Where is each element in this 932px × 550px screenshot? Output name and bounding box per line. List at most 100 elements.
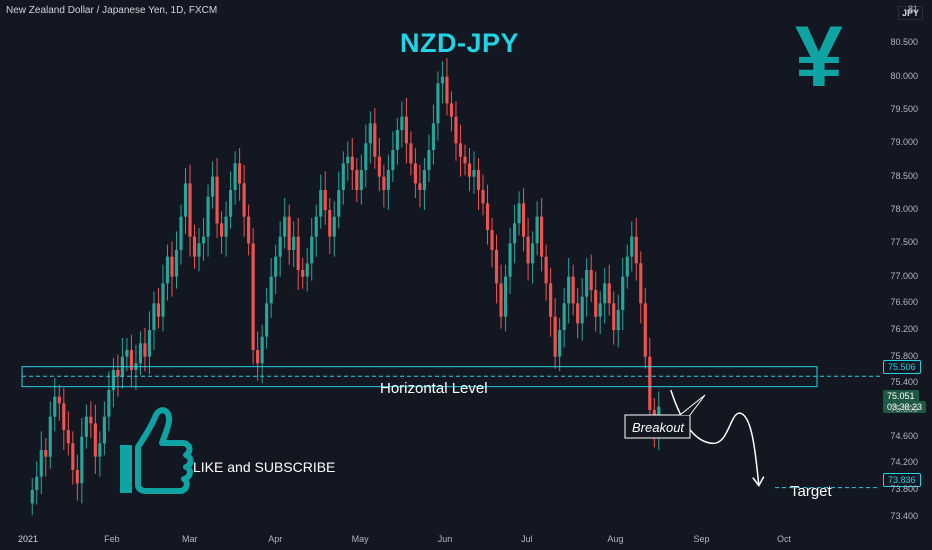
- x-tick-label: 2021: [18, 534, 39, 544]
- candle-body: [48, 416, 52, 457]
- candle-body: [260, 336, 264, 364]
- candle-body: [449, 103, 454, 117]
- candle-body: [305, 263, 309, 277]
- x-tick-label: Jul: [521, 534, 533, 544]
- candle-body: [391, 150, 395, 170]
- y-tick-label: 80.000: [890, 70, 918, 81]
- candle-body: [39, 450, 43, 477]
- level-price-box: 75.506: [883, 360, 921, 374]
- candle-body: [508, 243, 512, 277]
- candle-body: [269, 276, 273, 304]
- y-tick-label: 75.000: [890, 404, 918, 414]
- candle-body: [238, 163, 242, 184]
- candle-body: [481, 190, 485, 204]
- candle-body: [377, 156, 381, 177]
- candle-body: [436, 83, 440, 124]
- thumbs-up-icon: [120, 407, 194, 494]
- candle-body: [292, 236, 296, 250]
- candle-body: [643, 303, 647, 357]
- candle-body: [580, 296, 584, 324]
- candle-body: [233, 163, 237, 190]
- candle-body: [359, 170, 363, 190]
- breakout-label: Breakout: [632, 420, 685, 435]
- y-tick-label: 73.400: [890, 510, 918, 521]
- candle-body: [98, 443, 102, 457]
- candle-body: [544, 256, 548, 284]
- candle-body: [323, 190, 327, 210]
- y-tick-label: 75.800: [890, 350, 918, 361]
- candle-body: [71, 443, 75, 470]
- candle-body: [463, 156, 467, 164]
- candle-body: [373, 123, 377, 157]
- candle-body: [229, 190, 233, 217]
- candle-body: [147, 330, 152, 357]
- candle-body: [80, 436, 84, 484]
- y-tick-label: 74.600: [890, 430, 918, 441]
- candle-body: [346, 156, 350, 164]
- horizontal-level-label: Horizontal Level: [380, 380, 488, 397]
- y-tick-label: 79.500: [890, 104, 918, 114]
- candle-body: [125, 350, 129, 357]
- candle-body: [549, 283, 553, 317]
- y-tick-label: 74.200: [890, 457, 918, 468]
- candle-body: [612, 303, 616, 330]
- candle-body: [256, 350, 260, 364]
- candle-body: [274, 256, 278, 277]
- candle-body: [567, 276, 571, 304]
- candle-body: [129, 350, 133, 370]
- y-tick-label: 81: [907, 4, 918, 14]
- breakout-callout: [624, 414, 691, 439]
- candle-body: [364, 143, 368, 170]
- candle-body: [242, 183, 246, 217]
- candle-body: [192, 236, 197, 257]
- candle-body: [616, 310, 620, 330]
- candle-body: [431, 123, 436, 150]
- candle-body: [553, 316, 557, 357]
- candle-body: [576, 303, 580, 324]
- candle-body: [93, 423, 97, 457]
- breakout-callout-tail: [679, 394, 706, 416]
- candle-body: [603, 283, 607, 304]
- candle-body: [458, 143, 463, 157]
- x-tick-label: Apr: [268, 534, 283, 544]
- candle-body: [467, 163, 472, 177]
- currency-tag[interactable]: JPY: [898, 6, 924, 20]
- candle-body: [355, 170, 359, 190]
- candle-body: [400, 116, 404, 130]
- candle-body: [179, 216, 183, 250]
- candle-body: [571, 276, 575, 304]
- target-label: Target: [790, 483, 832, 500]
- candle-body: [341, 163, 345, 190]
- candle-body: [332, 216, 336, 237]
- candle-body: [224, 216, 228, 237]
- x-tick-label: Aug: [607, 534, 624, 544]
- y-tick-label: 78.500: [890, 170, 918, 181]
- candle-body: [535, 216, 539, 244]
- candle-body: [621, 276, 625, 310]
- x-tick-label: Oct: [776, 534, 791, 544]
- candle-body: [350, 156, 354, 170]
- candle-body: [314, 216, 318, 237]
- candle-body: [440, 76, 445, 84]
- candle-body: [503, 276, 508, 317]
- candle-body: [585, 270, 589, 297]
- candle-body: [562, 303, 566, 330]
- candle-body: [75, 470, 79, 484]
- candle-body: [526, 236, 530, 264]
- candle-body: [413, 163, 417, 184]
- candle-body: [540, 216, 544, 257]
- candle-body: [337, 190, 341, 217]
- candle-body: [102, 416, 106, 444]
- candle-body: [382, 176, 386, 190]
- y-tick-label: 77.000: [890, 270, 918, 281]
- candle-body: [512, 223, 517, 244]
- candle-body: [57, 396, 61, 404]
- candle-body: [201, 236, 206, 244]
- candle-body: [409, 143, 413, 164]
- candle-body: [107, 390, 111, 417]
- instrument-header: New Zealand Dollar / Japanese Yen, 1D, F…: [6, 5, 218, 16]
- candle-body: [490, 230, 494, 250]
- candle-body: [404, 116, 408, 144]
- y-tick-label: 76.600: [890, 297, 918, 308]
